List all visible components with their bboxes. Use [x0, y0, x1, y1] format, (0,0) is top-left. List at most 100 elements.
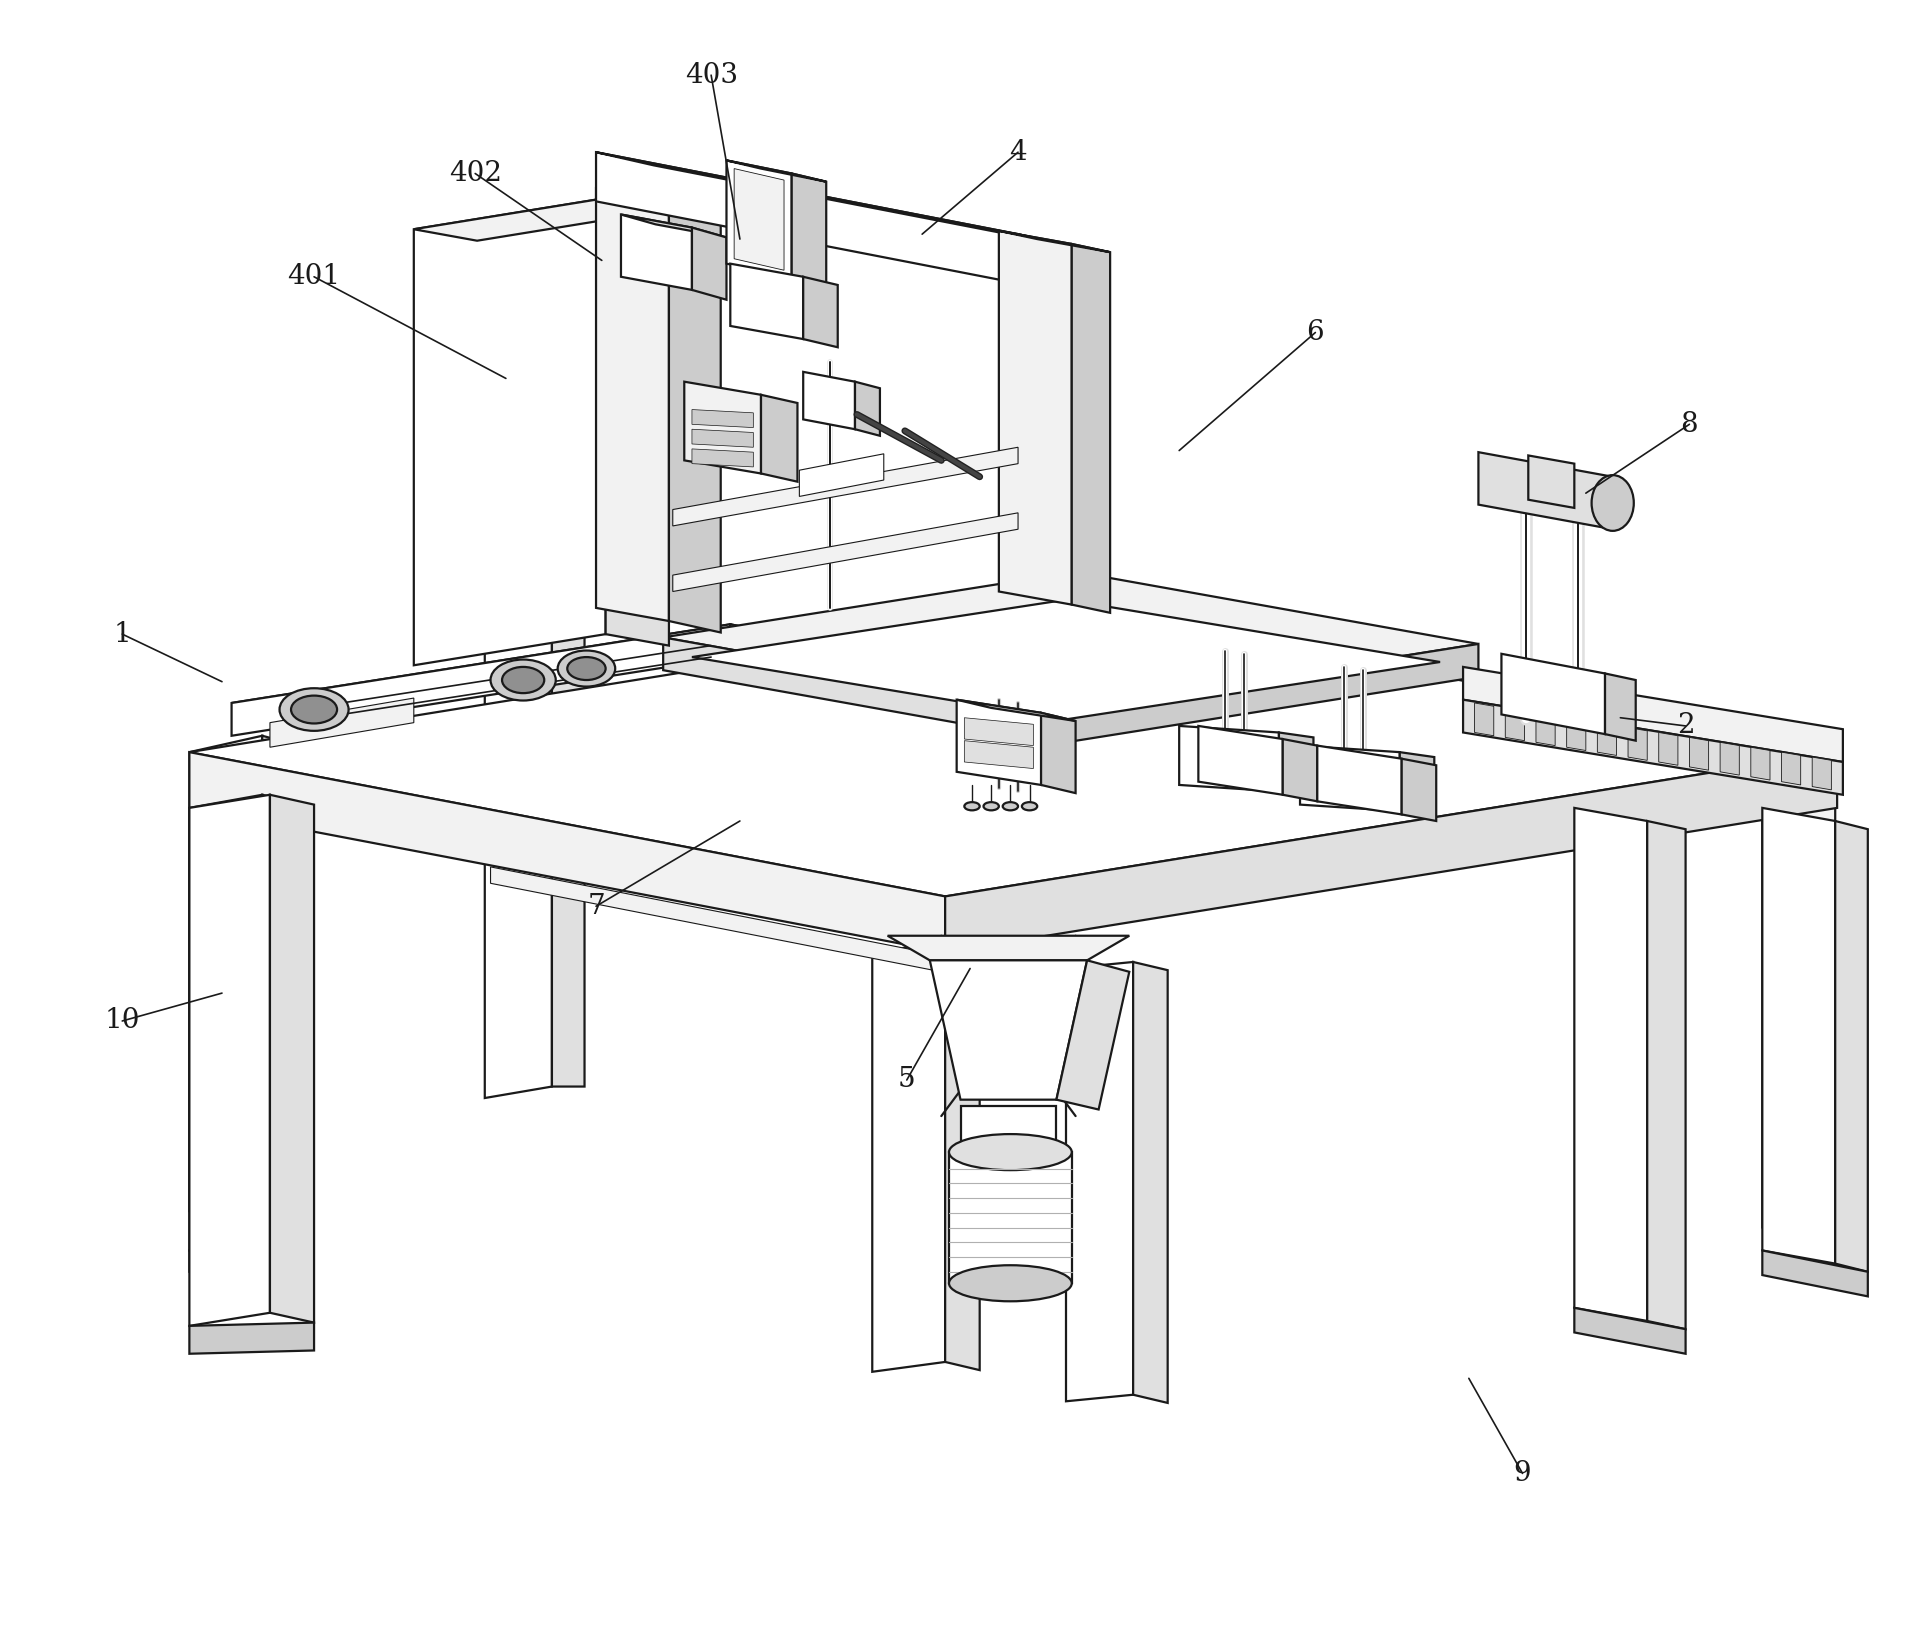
- Text: 7: 7: [588, 893, 605, 920]
- Text: 402: 402: [450, 159, 501, 187]
- Polygon shape: [1464, 667, 1842, 762]
- Polygon shape: [190, 752, 945, 952]
- Polygon shape: [1502, 654, 1606, 734]
- Polygon shape: [1529, 455, 1575, 507]
- Polygon shape: [734, 169, 784, 271]
- Polygon shape: [930, 961, 1087, 1100]
- Polygon shape: [1762, 808, 1835, 1264]
- Text: 403: 403: [684, 62, 738, 89]
- Polygon shape: [596, 153, 1018, 284]
- Text: 1: 1: [113, 621, 131, 647]
- Polygon shape: [803, 277, 838, 346]
- Ellipse shape: [567, 657, 605, 680]
- Ellipse shape: [1022, 803, 1037, 811]
- Text: 10: 10: [104, 1008, 140, 1034]
- Polygon shape: [263, 736, 294, 1220]
- Text: 9: 9: [1514, 1460, 1531, 1488]
- Polygon shape: [999, 232, 1072, 604]
- Polygon shape: [271, 795, 313, 1322]
- Polygon shape: [1066, 962, 1133, 1401]
- Polygon shape: [872, 943, 945, 1371]
- Ellipse shape: [1593, 475, 1633, 530]
- Polygon shape: [596, 153, 1076, 248]
- Polygon shape: [1464, 699, 1842, 795]
- Polygon shape: [672, 512, 1018, 591]
- Polygon shape: [663, 637, 1066, 742]
- Polygon shape: [1762, 1251, 1867, 1297]
- Polygon shape: [190, 736, 263, 1212]
- Polygon shape: [663, 571, 1479, 709]
- Text: 6: 6: [1306, 319, 1324, 346]
- Polygon shape: [855, 381, 880, 435]
- Polygon shape: [1575, 808, 1646, 1320]
- Polygon shape: [964, 718, 1033, 745]
- Polygon shape: [692, 599, 1441, 719]
- Ellipse shape: [984, 803, 999, 811]
- Polygon shape: [1568, 718, 1587, 750]
- Polygon shape: [1781, 752, 1800, 785]
- Polygon shape: [190, 795, 263, 1251]
- Polygon shape: [1627, 727, 1646, 760]
- Polygon shape: [551, 617, 584, 1087]
- Polygon shape: [761, 394, 797, 481]
- Ellipse shape: [964, 803, 980, 811]
- Polygon shape: [669, 202, 720, 632]
- Polygon shape: [1506, 708, 1525, 741]
- Polygon shape: [684, 381, 761, 473]
- Polygon shape: [1575, 1307, 1685, 1353]
- Ellipse shape: [557, 650, 615, 686]
- Polygon shape: [605, 199, 669, 645]
- Text: 8: 8: [1681, 410, 1698, 438]
- Text: 4: 4: [1009, 138, 1028, 166]
- Polygon shape: [271, 698, 413, 747]
- Polygon shape: [190, 1251, 298, 1281]
- Polygon shape: [1133, 962, 1168, 1402]
- Polygon shape: [726, 161, 791, 277]
- Polygon shape: [692, 228, 726, 300]
- Polygon shape: [1179, 726, 1279, 791]
- Polygon shape: [1041, 713, 1076, 793]
- Polygon shape: [232, 624, 730, 736]
- Ellipse shape: [1003, 803, 1018, 811]
- Polygon shape: [730, 624, 793, 670]
- Polygon shape: [1318, 745, 1402, 814]
- Ellipse shape: [292, 696, 336, 724]
- Polygon shape: [672, 447, 1018, 525]
- Polygon shape: [692, 409, 753, 427]
- Text: 5: 5: [897, 1067, 916, 1094]
- Polygon shape: [799, 453, 884, 496]
- Polygon shape: [692, 448, 753, 466]
- Polygon shape: [1606, 673, 1635, 741]
- Polygon shape: [1018, 235, 1076, 297]
- Polygon shape: [1279, 732, 1314, 796]
- Polygon shape: [945, 943, 980, 1369]
- Ellipse shape: [280, 688, 348, 731]
- Polygon shape: [999, 232, 1110, 253]
- Text: 2: 2: [1677, 713, 1694, 739]
- Polygon shape: [1762, 752, 1835, 1238]
- Polygon shape: [803, 371, 855, 429]
- Ellipse shape: [501, 667, 544, 693]
- Polygon shape: [964, 741, 1033, 768]
- Polygon shape: [1301, 745, 1400, 811]
- Ellipse shape: [949, 1266, 1072, 1302]
- Polygon shape: [263, 795, 298, 1246]
- Polygon shape: [1689, 737, 1708, 770]
- Polygon shape: [1658, 732, 1677, 765]
- Polygon shape: [1402, 759, 1437, 821]
- Polygon shape: [1719, 742, 1739, 775]
- Polygon shape: [490, 867, 941, 972]
- Polygon shape: [791, 174, 826, 286]
- Polygon shape: [413, 199, 605, 665]
- Polygon shape: [692, 429, 753, 447]
- Polygon shape: [190, 795, 271, 1325]
- Polygon shape: [1812, 757, 1831, 790]
- Polygon shape: [957, 699, 1076, 721]
- Polygon shape: [1072, 245, 1110, 612]
- Polygon shape: [1537, 713, 1556, 745]
- Ellipse shape: [490, 660, 555, 701]
- Polygon shape: [596, 189, 669, 621]
- Polygon shape: [1199, 726, 1283, 795]
- Polygon shape: [620, 215, 726, 238]
- Polygon shape: [1479, 452, 1614, 529]
